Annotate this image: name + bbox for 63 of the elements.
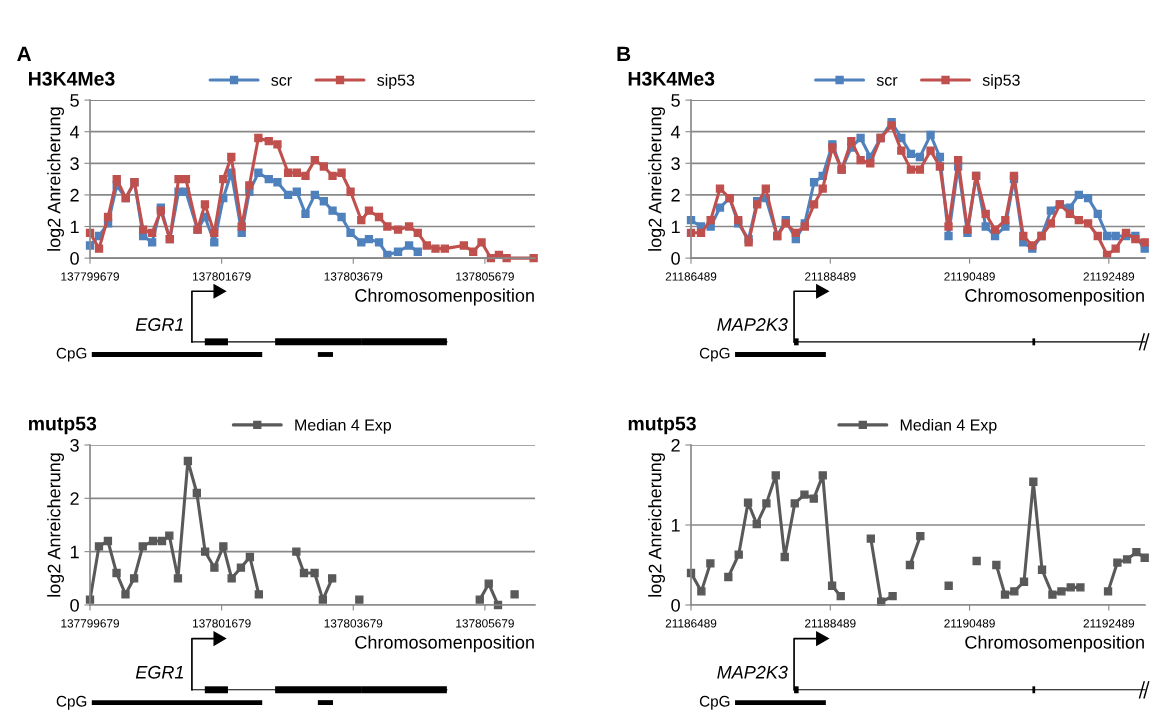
y-tick-label: 3	[70, 157, 79, 171]
y-tick-label: 2	[671, 188, 680, 202]
x-tick-label: 137805679	[456, 619, 514, 628]
text: B	[617, 46, 631, 62]
y-tick-label: 3	[671, 157, 680, 171]
x-tick-label: 137805679	[456, 272, 514, 281]
legend-label: sip53	[377, 74, 415, 89]
x-axis-title: Chromosomenposition	[965, 288, 1144, 306]
x-tick-label: 137801679	[193, 619, 251, 628]
y-tick-label: 1	[70, 220, 79, 234]
y-tick-label: 4	[69, 125, 80, 139]
text: CpG	[56, 347, 87, 362]
chart-title: H3K4Me3	[628, 71, 715, 86]
x-tick-label: 21192489	[1083, 619, 1135, 628]
x-tick-label: 137803679	[324, 272, 383, 281]
x-tick-label: 137801679	[193, 272, 251, 281]
x-tick-label: 137799679	[61, 619, 120, 628]
x-axis-title: Chromosomenposition	[355, 635, 534, 653]
y-tick-label: 5	[70, 94, 79, 107]
y-tick-label: 0	[70, 252, 79, 265]
y-tick-label: 1	[671, 220, 680, 234]
text: A	[17, 46, 32, 62]
x-tick-label: 21186489	[665, 619, 717, 628]
chart-title: mutp53	[628, 416, 696, 435]
x-tick-label: 21186489	[665, 272, 717, 281]
legend-label: Median 4 Exp	[900, 418, 997, 434]
y-tick-label: 2	[70, 492, 79, 505]
text: MAP2K3	[717, 665, 788, 679]
y-tick-label: 3	[70, 438, 79, 452]
legend-label: scr	[271, 77, 292, 86]
y-axis-title: log2 Anreicherung	[648, 107, 665, 251]
y-tick-label: 2	[671, 438, 680, 452]
y-tick-label: 0	[671, 598, 680, 612]
text: EGR1	[135, 318, 183, 331]
legend-label: Median 4 Exp	[295, 418, 392, 434]
x-tick-label: 137803679	[324, 619, 383, 628]
y-tick-label: 5	[671, 94, 680, 107]
y-tick-label: 1	[70, 545, 79, 559]
y-tick-label: 0	[70, 598, 79, 612]
text: EGR1	[135, 665, 183, 679]
x-tick-label: 21188489	[805, 272, 856, 281]
legend-label: sip53	[982, 74, 1020, 89]
chart-title: H3K4Me3	[29, 71, 115, 86]
x-tick-label: 137799679	[61, 272, 120, 281]
x-tick-label: 21190489	[944, 272, 995, 281]
text: MAP2K3	[717, 318, 788, 331]
y-axis-title: log2 Anreicherung	[47, 453, 64, 597]
text: CpG	[699, 347, 730, 362]
text: CpG	[56, 695, 87, 710]
x-tick-label: 21190489	[944, 619, 995, 628]
x-tick-label: 21188489	[805, 619, 856, 628]
y-tick-label: 1	[671, 519, 680, 532]
legend-label: scr	[876, 77, 898, 86]
y-axis-title: log2 Anreicherung	[648, 453, 665, 597]
y-tick-label: 4	[670, 125, 681, 139]
y-tick-label: 2	[70, 188, 79, 202]
x-tick-label: 21192489	[1083, 272, 1135, 281]
text: CpG	[699, 695, 730, 710]
y-axis-title: log2 Anreicherung	[47, 107, 64, 251]
chart-title: mutp53	[29, 416, 97, 435]
y-tick-label: 0	[671, 252, 680, 265]
x-axis-title: Chromosomenposition	[355, 288, 534, 306]
x-axis-title: Chromosomenposition	[965, 635, 1144, 653]
